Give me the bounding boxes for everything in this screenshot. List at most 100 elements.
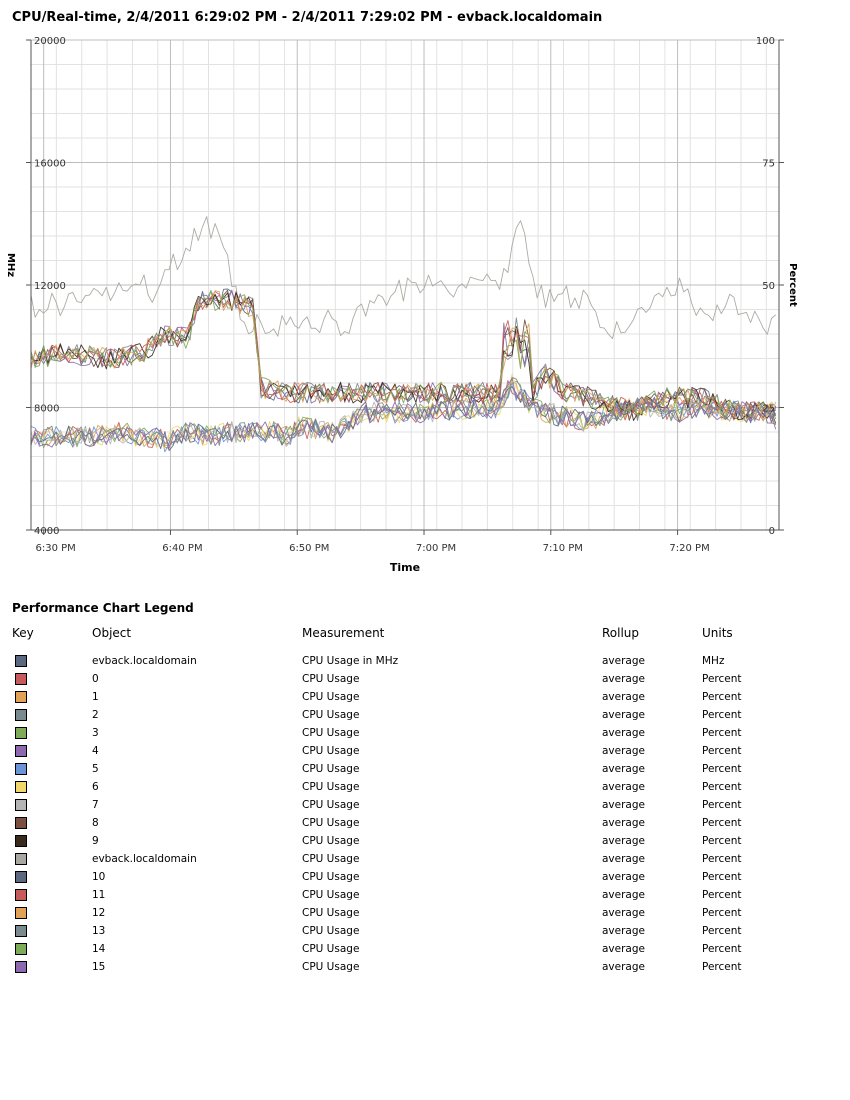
legend-units: Percent	[702, 727, 742, 739]
chart-grid	[30, 39, 779, 531]
legend-row: 6 CPU Usage average Percent	[0, 779, 850, 797]
legend-measurement: CPU Usage	[302, 889, 360, 901]
legend-measurement: CPU Usage	[302, 943, 360, 955]
legend-swatch	[15, 673, 27, 685]
legend-row: 3 CPU Usage average Percent	[0, 725, 850, 743]
legend-units: Percent	[702, 835, 742, 847]
legend-rollup: average	[602, 871, 645, 883]
y-left-tick-label: 12000	[34, 281, 66, 292]
series-line	[30, 216, 776, 340]
legend-rollup: average	[602, 781, 645, 793]
legend-row: 11 CPU Usage average Percent	[0, 887, 850, 905]
legend-rollup: average	[602, 799, 645, 811]
legend-row: 5 CPU Usage average Percent	[0, 761, 850, 779]
legend-object: 8	[92, 817, 99, 829]
legend-measurement: CPU Usage	[302, 781, 360, 793]
legend-object: 9	[92, 835, 99, 847]
legend-row: 10 CPU Usage average Percent	[0, 869, 850, 887]
legend-object: 10	[92, 871, 106, 883]
legend-measurement: CPU Usage	[302, 871, 360, 883]
legend-rollup: average	[602, 907, 645, 919]
legend-swatch	[15, 709, 27, 721]
y-axis-right-label: Percent	[787, 263, 798, 307]
legend-object: 12	[92, 907, 106, 919]
legend-swatch	[15, 745, 27, 757]
legend-object: 3	[92, 727, 99, 739]
legend-swatch	[15, 889, 27, 901]
x-axis-label: Time	[390, 561, 420, 574]
legend-measurement: CPU Usage	[302, 691, 360, 703]
y-right-tick-label: 75	[762, 159, 775, 170]
legend-header-measurement: Measurement	[302, 626, 385, 640]
legend-object: 15	[92, 961, 106, 973]
y-right-tick-label: 50	[762, 281, 775, 292]
legend-units: Percent	[702, 817, 742, 829]
legend-measurement: CPU Usage	[302, 925, 360, 937]
legend-units: Percent	[702, 799, 742, 811]
series-line	[30, 377, 777, 448]
legend-rollup: average	[602, 889, 645, 901]
x-tick-label: 6:30 PM	[36, 543, 76, 554]
y-left-tick-label: 4000	[34, 526, 59, 537]
legend-rollup: average	[602, 943, 645, 955]
legend-object: 1	[92, 691, 99, 703]
legend-units: MHz	[702, 655, 725, 667]
legend-units: Percent	[702, 871, 742, 883]
chart-axes: 20000 16000 12000 8000 4000 100 75 50 25 0 6:30 PM…	[26, 36, 784, 554]
legend-rollup: average	[602, 673, 645, 685]
x-tick-label: 7:10 PM	[543, 543, 583, 554]
legend-units: Percent	[702, 709, 742, 721]
legend-object: 7	[92, 799, 99, 811]
legend-object: 5	[92, 763, 99, 775]
legend-title: Performance Chart Legend	[12, 601, 194, 615]
legend-header-units: Units	[702, 626, 733, 640]
y-axis-left-label: MHz	[5, 253, 16, 277]
legend-row: 15 CPU Usage average Percent	[0, 959, 850, 977]
legend-swatch	[15, 655, 27, 667]
legend-swatch	[15, 781, 27, 793]
legend-measurement: CPU Usage	[302, 799, 360, 811]
series-line	[30, 290, 777, 426]
legend-object: 14	[92, 943, 106, 955]
legend-object: evback.localdomain	[92, 853, 197, 865]
legend-units: Percent	[702, 907, 742, 919]
series-line	[30, 292, 777, 424]
legend-row: 0 CPU Usage average Percent	[0, 671, 850, 689]
legend-swatch	[15, 853, 27, 865]
legend-units: Percent	[702, 889, 742, 901]
legend-swatch	[15, 907, 27, 919]
legend-rollup: average	[602, 691, 645, 703]
legend-units: Percent	[702, 745, 742, 757]
y-left-tick-label: 20000	[34, 36, 66, 47]
legend-units: Percent	[702, 781, 742, 793]
legend-rollup: average	[602, 763, 645, 775]
legend-units: Percent	[702, 763, 742, 775]
legend-rollup: average	[602, 961, 645, 973]
legend-swatch	[15, 727, 27, 739]
legend-swatch	[15, 691, 27, 703]
y-right-tick-label: 25	[762, 404, 775, 415]
legend-row: 12 CPU Usage average Percent	[0, 905, 850, 923]
y-left-tick-label: 16000	[34, 159, 66, 170]
x-tick-label: 6:40 PM	[162, 543, 202, 554]
legend-swatch	[15, 817, 27, 829]
legend-object: evback.localdomain	[92, 655, 197, 667]
legend-units: Percent	[702, 691, 742, 703]
series-line	[30, 380, 777, 449]
legend-rollup: average	[602, 835, 645, 847]
legend-measurement: CPU Usage	[302, 835, 360, 847]
series-line	[30, 376, 777, 448]
legend-rollup: average	[602, 853, 645, 865]
legend-swatch	[15, 835, 27, 847]
legend-measurement: CPU Usage	[302, 727, 360, 739]
legend-measurement: CPU Usage	[302, 853, 360, 865]
legend-row: evback.localdomain CPU Usage average Percen…	[0, 851, 850, 869]
legend-row: 8 CPU Usage average Percent	[0, 815, 850, 833]
legend-measurement: CPU Usage	[302, 763, 360, 775]
y-left-tick-label: 8000	[34, 404, 59, 415]
legend-object: 2	[92, 709, 99, 721]
legend-header-object: Object	[92, 626, 132, 640]
legend-measurement: CPU Usage	[302, 709, 360, 721]
legend-row: 4 CPU Usage average Percent	[0, 743, 850, 761]
legend-object: 6	[92, 781, 99, 793]
